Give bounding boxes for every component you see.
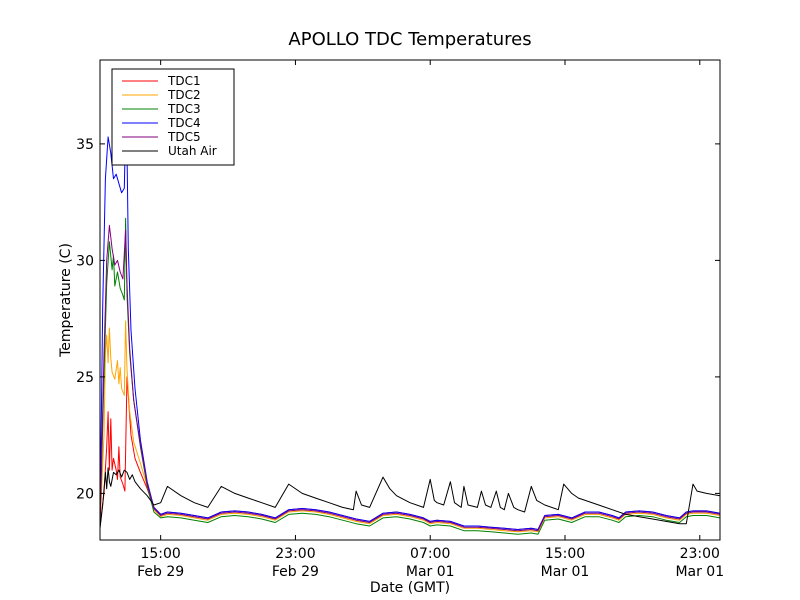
y-tick-label: 20 <box>76 486 94 502</box>
y-axis: 20 25 30 35 <box>76 137 720 502</box>
plot-frame <box>99 59 721 541</box>
series-line-tdc4 <box>100 96 720 530</box>
series-group <box>100 96 720 535</box>
legend-label-tdc3: TDC3 <box>167 102 201 116</box>
x-axis-label: Date (GMT) <box>370 580 450 596</box>
x-tick-label-date: Feb 29 <box>137 564 184 580</box>
x-axis: 15:00 Feb 29 23:00 Feb 29 07:00 Mar 01 15:00 Ma… <box>137 60 724 580</box>
x-tick-label-date: Feb 29 <box>272 564 319 580</box>
series-line-tdc5 <box>100 224 720 532</box>
x-tick-label-time: 15:00 <box>140 546 180 562</box>
legend-label-tdc4: TDC4 <box>167 116 201 130</box>
x-tick-label-date: Mar 01 <box>406 564 455 580</box>
x-tick-label-time: 23:00 <box>680 546 720 562</box>
x-tick-label-date: Mar 01 <box>541 564 590 580</box>
y-tick-label: 30 <box>76 253 94 269</box>
x-tick-label-date: Mar 01 <box>675 564 724 580</box>
legend-label-tdc2: TDC2 <box>167 88 201 102</box>
series-line-tdc2 <box>100 320 720 533</box>
x-tick-label-time: 23:00 <box>275 546 315 562</box>
series-line-utah-air <box>100 467 720 529</box>
legend-label-tdc5: TDC5 <box>167 130 201 144</box>
chart-title: APOLLO TDC Temperatures <box>288 29 531 50</box>
y-axis-label: Temperature (C) <box>58 243 74 358</box>
x-tick-label-time: 15:00 <box>545 546 585 562</box>
legend-label-utah-air: Utah Air <box>168 144 217 158</box>
y-tick-label: 35 <box>76 137 94 153</box>
x-tick-label-time: 07:00 <box>410 546 450 562</box>
y-tick-label: 25 <box>76 370 94 386</box>
legend-label-tdc1: TDC1 <box>167 74 201 88</box>
legend-box <box>111 68 235 166</box>
